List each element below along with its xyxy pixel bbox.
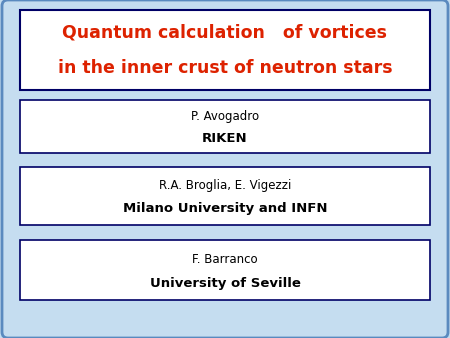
Text: Milano University and INFN: Milano University and INFN [123,202,327,215]
Text: Quantum calculation   of vortices: Quantum calculation of vortices [63,23,387,41]
FancyBboxPatch shape [20,10,430,90]
Text: P. Avogadro: P. Avogadro [191,111,259,123]
FancyBboxPatch shape [20,240,430,300]
Text: RIKEN: RIKEN [202,132,248,145]
FancyBboxPatch shape [20,100,430,153]
Text: F. Barranco: F. Barranco [192,253,258,266]
Text: R.A. Broglia, E. Vigezzi: R.A. Broglia, E. Vigezzi [159,179,291,192]
Text: in the inner crust of neutron stars: in the inner crust of neutron stars [58,58,392,77]
FancyBboxPatch shape [20,167,430,225]
Text: University of Seville: University of Seville [149,277,301,290]
